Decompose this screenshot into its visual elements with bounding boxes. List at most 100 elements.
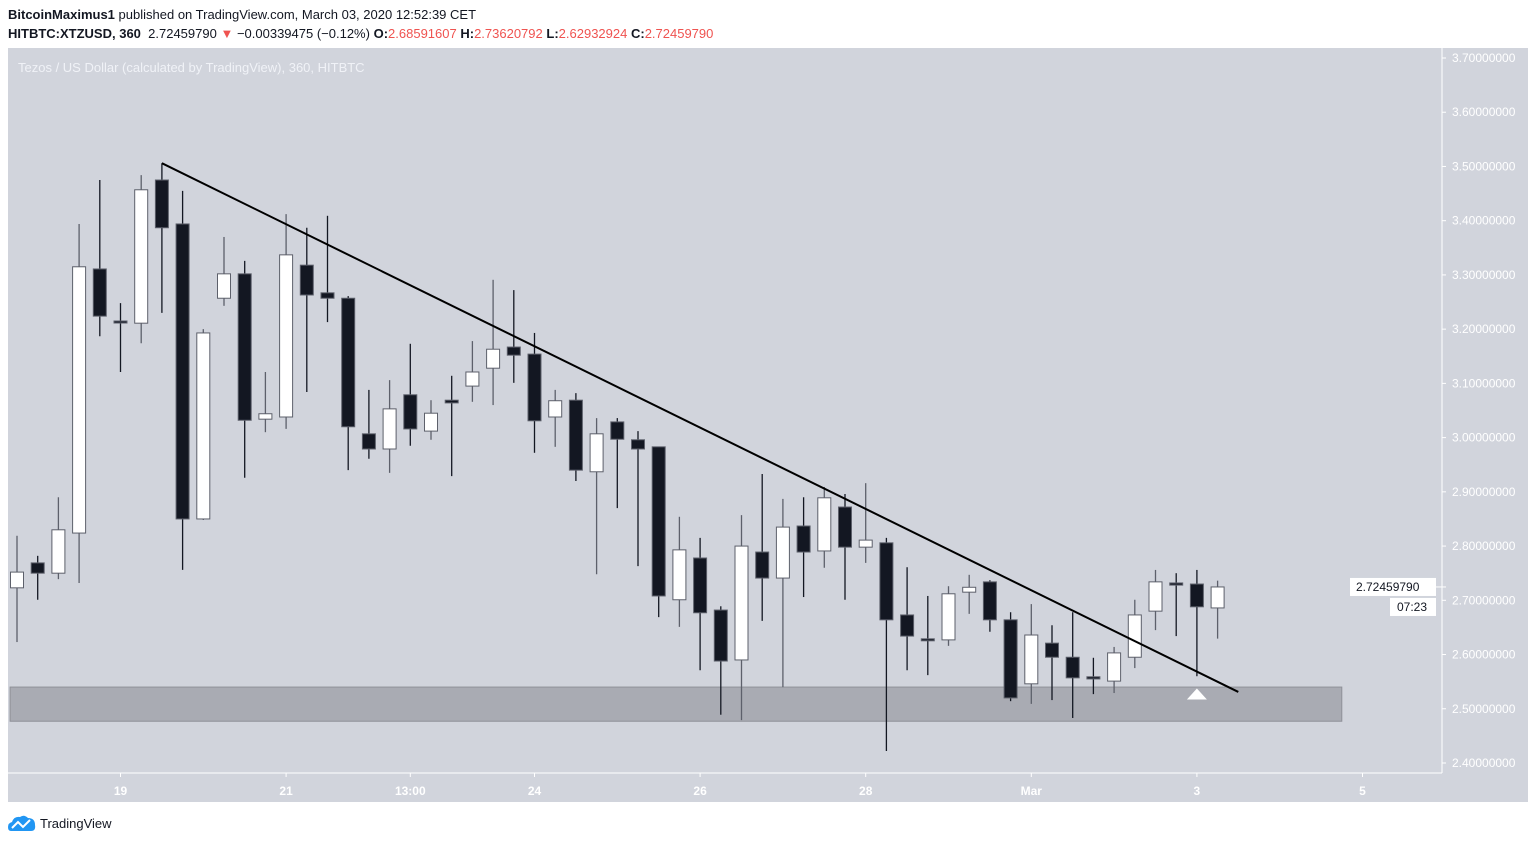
candle-body [154,179,169,229]
candle-body [610,421,625,440]
candle-body [279,254,294,418]
candle-body [982,581,997,621]
y-tick-label: 3.40000000 [1452,214,1516,228]
candle-body [506,346,521,356]
candle-body [361,433,376,450]
last-price: 2.72459790 [148,26,217,41]
candle-body [465,371,480,387]
candle [424,400,438,440]
y-tick-label: 3.20000000 [1452,322,1516,336]
brand-name[interactable]: TradingView [40,815,112,831]
close-label: C: [630,26,645,41]
candle [299,227,314,393]
candlestick-chart[interactable]: 3.70000000 3.60000000 3.50000000 3.40000000… [8,48,1528,802]
candle [361,389,376,459]
x-tick-label: 5 [1359,784,1366,798]
candle-body [1148,581,1163,612]
support-zone [9,686,1343,722]
candle [10,535,24,643]
candle-body [941,593,956,641]
candle-body [817,497,832,552]
candle-body [838,506,852,548]
candle [734,515,749,721]
candle-body [1045,642,1059,658]
candle [341,296,356,471]
candle [320,215,335,323]
candle-body [900,614,915,637]
candle-body [858,539,873,548]
footer: TradingView [8,814,112,832]
candle-body [548,400,563,418]
candle [175,190,190,570]
x-tick-label: 13:00 [395,784,426,798]
candle-body [196,332,211,520]
y-tick-label: 2.90000000 [1452,485,1516,499]
open-value: 2.68591607 [388,26,457,41]
candle-body [527,353,542,422]
candle-body [217,273,231,299]
candle [755,473,770,621]
candle [217,236,231,306]
x-tick-label: Mar [1021,784,1043,798]
y-tick-label: 3.10000000 [1452,376,1516,390]
candle-body [237,273,252,421]
candle-body [1127,614,1142,658]
triangle-up-icon [1186,688,1207,700]
candle-body [1086,676,1101,680]
candle [838,494,852,600]
candle-body [568,399,583,471]
candle [154,163,169,313]
x-tick-label: 28 [859,784,873,798]
candle [796,497,811,598]
candle-body [796,525,811,553]
candle [30,555,45,600]
candle [403,343,418,446]
candle [651,446,666,618]
candle [1210,580,1225,639]
candle-body [1024,634,1039,685]
candle-body [1003,619,1018,699]
candle-body [113,320,128,324]
candle [92,180,107,337]
candle [568,393,583,481]
author-name[interactable]: BitcoinMaximus1 [8,7,115,22]
candle [444,375,459,477]
candle-body [382,408,397,450]
candle [258,371,273,433]
candle-body [651,446,666,597]
candle [610,418,625,509]
candle [382,380,397,473]
y-tick-label: 2.70000000 [1452,593,1516,607]
candle [1086,657,1101,695]
candle-body [175,223,190,520]
candle [72,223,87,583]
candle [465,341,480,402]
tradingview-cloud-icon [8,815,36,831]
candle [920,595,935,676]
y-tick-label: 3.00000000 [1452,431,1516,445]
candle-body [962,586,977,593]
candle [1148,569,1163,631]
candle-body [30,562,45,574]
candle-body [1189,583,1204,608]
y-tick-label: 3.50000000 [1452,159,1516,173]
candle [962,574,977,614]
candle-body [51,529,66,574]
candle-body [134,189,149,324]
last-price-box [1350,577,1436,596]
chart-panel[interactable]: 3.70000000 3.60000000 3.50000000 3.40000000… [8,48,1528,802]
candle [279,214,294,429]
candle-body [403,394,418,430]
candle [1189,569,1204,677]
candle-body [1065,656,1080,679]
candle-body [1169,582,1184,586]
candle-body [299,264,314,296]
candle [1024,604,1039,704]
candle-body [879,542,894,621]
publish-text: published on TradingView.com, March 03, … [118,7,477,22]
candle-body [72,266,87,534]
candle-body [713,609,728,662]
candle-body [672,549,687,601]
x-tick-label: 21 [279,784,293,798]
candle [51,497,66,580]
